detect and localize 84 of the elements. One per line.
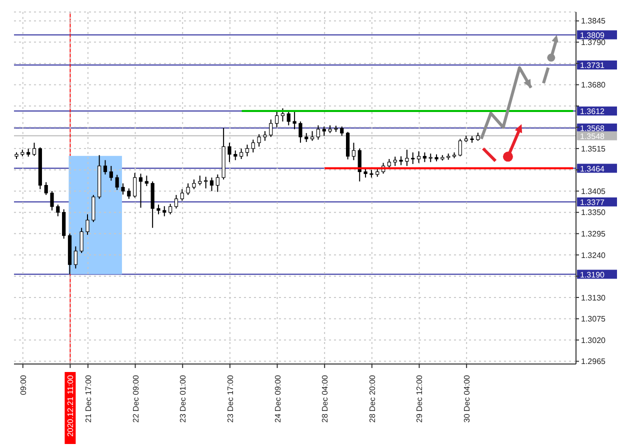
x-tick-label: 2020.12.21 11:00 [66, 374, 76, 437]
x-tick-label: 28 Dec 04:00 [320, 374, 330, 423]
candlestick [316, 124, 320, 140]
y-tick-label: 1.3680 [581, 80, 606, 90]
candlestick [62, 208, 66, 240]
candlestick [286, 111, 290, 126]
candlestick [32, 142, 36, 156]
y-tick-label: 1.3295 [581, 229, 606, 238]
x-tick-label: 21 Dec 17:00 [84, 374, 93, 423]
ref-line-label: 1.3548 [580, 132, 606, 141]
candlestick [245, 144, 250, 157]
ref-line-label: 1.3809 [580, 30, 606, 40]
candlestick [186, 182, 190, 196]
y-tick-label: 1.3020 [581, 336, 606, 345]
candlestick [234, 150, 238, 161]
ref-line-label: 1.3464 [580, 164, 606, 174]
candlestick [210, 177, 214, 192]
candlestick [204, 176, 208, 189]
y-tick-label: 1.3075 [581, 314, 606, 324]
x-tick-label: 28 Dec 20:00 [368, 374, 377, 423]
candlestick [240, 148, 244, 160]
candlestick [346, 131, 350, 160]
candlestick [216, 174, 220, 192]
candlestick [416, 150, 421, 164]
x-tick-label: 22 Dec 09:00 [131, 374, 140, 423]
candlestick [393, 156, 397, 166]
candlestick [144, 175, 148, 187]
candlestick [192, 178, 196, 190]
candlestick [251, 139, 255, 153]
y-tick-label: 1.3130 [581, 293, 606, 302]
candlestick [138, 173, 143, 208]
candlestick [168, 203, 172, 215]
y-tick-label: 1.3790 [581, 38, 606, 48]
x-tick-label: 23 Dec 01:00 [178, 374, 188, 423]
candlestick [115, 174, 119, 190]
candlestick [411, 152, 415, 165]
candlestick [340, 126, 344, 136]
candlestick [103, 160, 108, 175]
candlestick [298, 120, 302, 144]
candlestick [180, 188, 184, 202]
ref-line-label: 1.3377 [580, 198, 606, 207]
candlestick [156, 204, 160, 215]
candlestick [274, 110, 279, 128]
candlestick [86, 214, 90, 236]
candlestick [162, 206, 166, 217]
candlestick [322, 126, 326, 136]
candlestick [56, 204, 60, 217]
candlestick [44, 182, 48, 196]
candlestick [405, 149, 409, 166]
x-tick-label: 29 Dec 12:00 [415, 374, 424, 423]
y-tick-label: 1.3240 [581, 250, 606, 260]
candlestick [121, 182, 125, 196]
ref-line-label: 1.3612 [580, 107, 606, 116]
candlestick [263, 130, 267, 142]
ref-line-label: 1.3568 [580, 124, 606, 134]
candlestick [174, 194, 178, 209]
candlestick [280, 108, 285, 122]
candlestick [80, 227, 84, 254]
candlestick [228, 142, 232, 163]
candlestick [127, 188, 131, 200]
candlestick [352, 142, 356, 161]
x-tick-label: 30 Dec 04:00 [462, 374, 472, 423]
y-tick-label: 1.3350 [581, 208, 606, 218]
x-tick-label: 24 Dec 09:00 [273, 374, 282, 423]
x-tick-label: 23 Dec 17:00 [226, 374, 235, 423]
candlestick [310, 130, 314, 142]
y-tick-label: 1.3405 [581, 186, 606, 196]
candlestick [74, 246, 78, 269]
ref-line-label: 1.3731 [580, 60, 606, 70]
candlestick [269, 119, 273, 138]
candlestick [292, 110, 296, 130]
candlestick [92, 194, 96, 223]
y-tick-label: 1.3515 [581, 144, 606, 154]
candlestick [133, 172, 137, 198]
candlestick [257, 134, 261, 148]
y-tick-label: 1.2965 [581, 357, 606, 366]
candlestick [458, 138, 462, 157]
candlestick [50, 190, 54, 211]
x-tick-label: 09:00 [18, 374, 28, 396]
candlestick [109, 165, 113, 182]
y-tick-label: 1.3845 [581, 16, 606, 26]
ref-line-label: 1.3190 [580, 270, 606, 280]
candlestick [198, 175, 202, 186]
candlestick [422, 152, 426, 163]
